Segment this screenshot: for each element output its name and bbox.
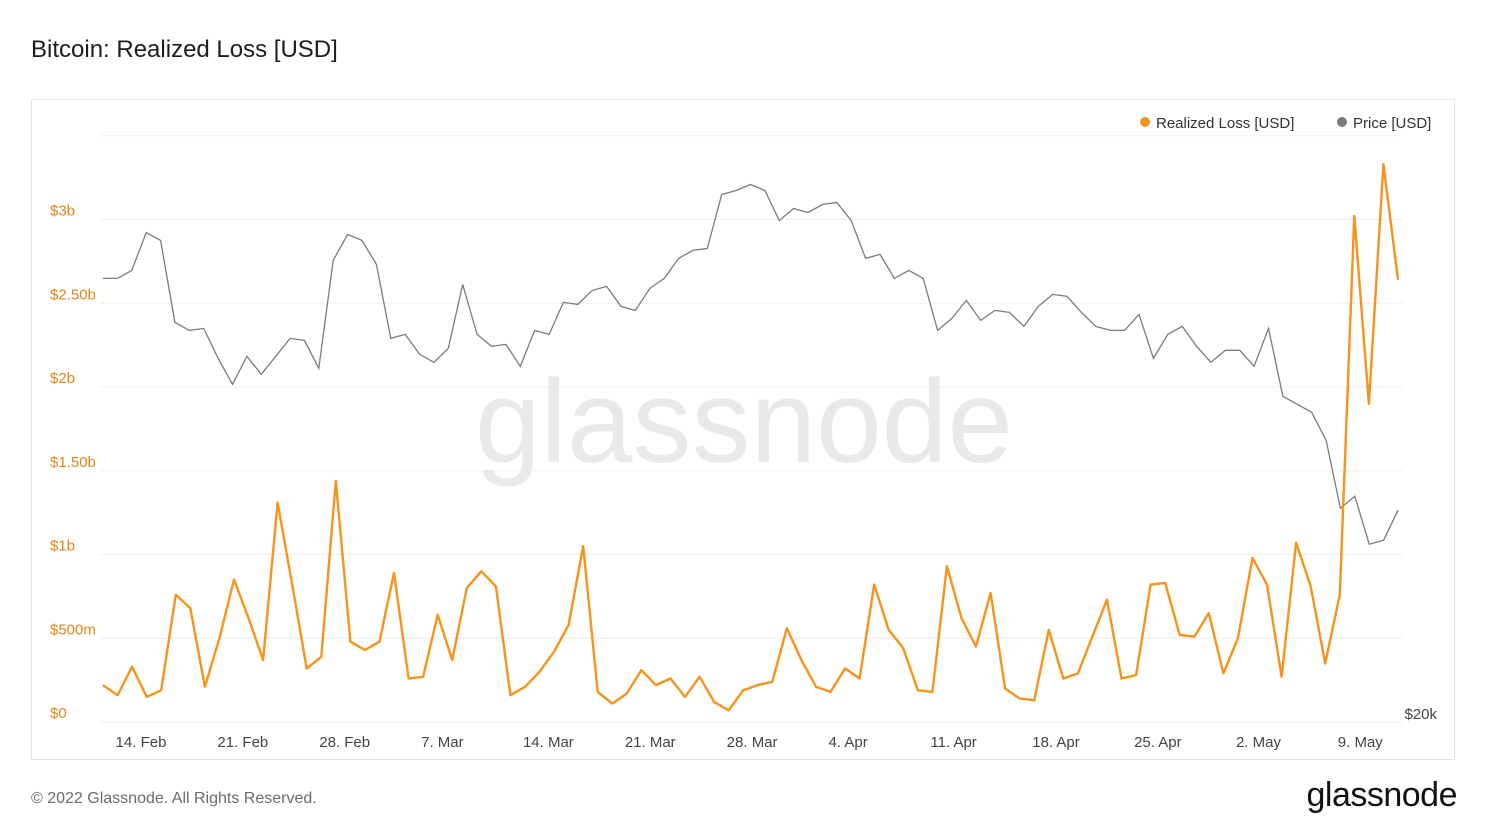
x-tick-label: 4. Apr: [829, 734, 868, 751]
x-tick-label: 18. Apr: [1032, 734, 1080, 751]
y-tick-label: $500m: [50, 621, 96, 638]
y-tick-label: $2b: [50, 370, 75, 387]
legend-marker-realized-loss: [1140, 117, 1150, 127]
y-axis-right-tick: $20k: [1404, 706, 1437, 723]
x-axis: 14. Feb 21. Feb 28. Feb 7. Mar 14. Mar 21. Ma…: [116, 734, 1384, 751]
y-tick-label: $1b: [50, 538, 75, 555]
x-tick-label: 28. Feb: [319, 734, 370, 751]
x-tick-label: 14. Mar: [523, 734, 574, 751]
series-layer: [102, 163, 1400, 712]
brand-logo: glassnode: [1306, 776, 1457, 814]
legend-marker-price: [1337, 117, 1347, 127]
legend: Realized Loss [USD] Price [USD]: [1140, 115, 1431, 132]
x-tick-label: 14. Feb: [116, 734, 167, 751]
x-tick-label: 28. Mar: [727, 734, 778, 751]
y-tick-label: $2.50b: [50, 286, 96, 303]
x-tick-label: 7. Mar: [421, 734, 464, 751]
chart-title: Bitcoin: Realized Loss [USD]: [31, 36, 338, 63]
y-tick-label: $3b: [50, 203, 75, 220]
x-tick-label: 2. May: [1236, 734, 1282, 751]
realized-loss-line: [102, 163, 1400, 712]
price-line: [103, 183, 1399, 545]
x-tick-label: 21. Feb: [217, 734, 268, 751]
y-axis-left: $0 $500m $1b $1.50b $2b $2.50b $3b: [50, 203, 96, 723]
y-tick-label: $1.50b: [50, 454, 96, 471]
x-tick-label: 9. May: [1338, 734, 1384, 751]
watermark: glassnode: [475, 356, 1013, 488]
x-tick-label: 11. Apr: [930, 734, 976, 751]
grid-lines: [100, 135, 1403, 723]
x-tick-label: 21. Mar: [625, 734, 676, 751]
x-tick-label: 25. Apr: [1134, 734, 1182, 751]
y-tick-label: $0: [50, 705, 67, 722]
copyright-text: © 2022 Glassnode. All Rights Reserved.: [31, 790, 317, 807]
legend-label-realized-loss: Realized Loss [USD]: [1156, 115, 1294, 132]
legend-label-price: Price [USD]: [1353, 115, 1431, 132]
